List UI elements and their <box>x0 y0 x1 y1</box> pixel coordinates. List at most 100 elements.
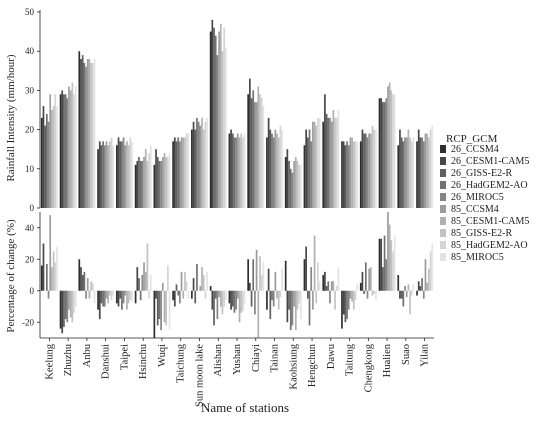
bottom-y-tick-label: -20 <box>22 317 34 327</box>
legend: RCP_GCM 26_CCSM426_CESM1-CAM526_GISS-E2-… <box>440 133 529 263</box>
bar-top-26_MIROC5-Danshui <box>103 145 106 208</box>
bar-bottom-85_HadGEM2-AO-Tainan <box>279 290 282 298</box>
bar-top-85_CESM1-CAM5-Anbu <box>88 59 91 208</box>
bar-top-26_MIROC5-Wuqi <box>160 160 162 208</box>
bar-top-85_GISS-E2-R-Hualien <box>390 90 393 208</box>
bar-bottom-85_CCSM4-Taichung <box>180 271 183 291</box>
bar-bottom-85_CCSM4-Hualien <box>387 212 389 291</box>
bar-bottom-85_GISS-E2-R-Chiayi <box>259 256 261 291</box>
bar-bottom-85_HadGEM2-AO-Chiayi <box>260 275 263 291</box>
bar-bottom-85_CESM1-CAM5-Keelung <box>51 267 53 291</box>
bar-top-85_HadGEM2-AO-Danshui <box>110 137 113 208</box>
bar-top-85_CCSM4-Danshui <box>105 141 108 208</box>
bar-top-26_MIROC5-Taitung <box>347 145 350 208</box>
bar-top-26_CCSM4-Danshui <box>97 149 99 208</box>
bar-top-26_GISS-E2-R-Dawu <box>325 113 328 208</box>
bar-top-85_HadGEM2-AO-Keelung <box>54 94 57 208</box>
bar-top-26_MIROC5-Chengkong <box>366 137 369 208</box>
station-label: Yushan <box>232 343 243 375</box>
bar-top-85_GISS-E2-R-Kaohsiung <box>296 160 299 208</box>
bar-top-26_HadGEM2-AO-Anbu <box>83 62 86 209</box>
bar-top-26_HadGEM2-AO-Hsinchu <box>139 160 142 208</box>
bar-top-26_HadGEM2-AO-Yilan <box>421 137 423 208</box>
bar-top-26_MIROC5-Hualien <box>385 98 388 208</box>
bar-bottom-26_CCSM4-Suao <box>397 275 400 291</box>
bar-top-26_GISS-E2-R-Yilan <box>419 137 422 208</box>
bar-bottom-85_MIROC5-Sun moon lake <box>206 271 208 291</box>
bar-top-85_CCSM4-Yushan <box>237 133 239 208</box>
bar-top-26_GISS-E2-R-Suao <box>400 137 403 208</box>
station-label: Alishan <box>213 343 224 376</box>
bar-bottom-26_HadGEM2-AO-Hualien <box>383 235 386 291</box>
bar-bottom-85_GISS-E2-R-Taichung <box>184 271 186 291</box>
bar-top-85_CESM1-CAM5-Hsinchu <box>144 149 147 208</box>
bar-top-26_HadGEM2-AO-Hualien <box>383 102 386 208</box>
bar-top-26_MIROC5-Dawu <box>329 117 331 208</box>
bar-bottom-85_GISS-E2-R-Yilan <box>428 268 430 291</box>
legend-entry: 85_MIROC5 <box>451 252 504 263</box>
bar-top-26_HadGEM2-AO-Suao <box>402 141 405 208</box>
bar-bottom-26_GISS-E2-R-Zhuzhu <box>63 290 65 327</box>
station-label: Danshui <box>101 344 112 379</box>
bar-bottom-85_CESM1-CAM5-Sun moon lake <box>201 267 203 291</box>
bar-top-26_HadGEM2-AO-Keelung <box>46 113 48 208</box>
bar-bottom-26_CCSM4-Yushan <box>228 290 231 304</box>
bar-bottom-26_GISS-E2-R-Chiayi <box>250 290 253 307</box>
legend-swatch <box>440 217 446 225</box>
bar-top-26_CCSM4-Taipei <box>115 145 118 208</box>
bar-bottom-85_CESM1-CAM5-Danshui <box>107 290 110 304</box>
bar-bottom-26_CESM1-CAM5-Anbu <box>80 267 82 291</box>
bar-bottom-26_CESM1-CAM5-Sun moon lake <box>192 278 195 291</box>
bar-bottom-85_CCSM4-Anbu <box>86 278 89 291</box>
bar-bottom-85_CESM1-CAM5-Kaohsiung <box>294 290 297 331</box>
bar-top-85_CESM1-CAM5-Taipei <box>126 141 128 208</box>
bar-top-85_MIROC5-Suao <box>412 137 415 208</box>
legend-entry: 26_CESM1-CAM5 <box>451 156 529 167</box>
bar-bottom-85_MIROC5-Chiayi <box>262 262 265 291</box>
bar-bottom-26_MIROC5-Danshui <box>103 290 106 307</box>
bar-bottom-85_GISS-E2-R-Hsinchu <box>146 243 149 291</box>
top-y-tick-label: 30 <box>25 85 35 95</box>
bar-top-85_MIROC5-Hengchun <box>318 117 321 208</box>
bar-bottom-26_CCSM4-Alishan <box>209 286 212 291</box>
station-label: Dawu <box>326 343 337 369</box>
bar-bottom-26_GISS-E2-R-Yilan <box>419 286 422 291</box>
bar-top-26_CCSM4-Taichung <box>172 141 174 208</box>
bar-bottom-26_MIROC5-Hualien <box>385 259 388 291</box>
bar-top-85_MIROC5-Taichung <box>187 133 190 208</box>
bar-bottom-26_GISS-E2-R-Taichung <box>175 284 178 291</box>
bar-top-85_CESM1-CAM5-Keelung <box>51 110 53 208</box>
bar-bottom-85_GISS-E2-R-Yushan <box>240 290 243 313</box>
legend-swatch <box>440 193 446 201</box>
bar-top-85_MIROC5-Kaohsiung <box>300 164 302 208</box>
bar-bottom-85_GISS-E2-R-Tainan <box>277 290 280 310</box>
bar-top-26_CESM1-CAM5-Hsinchu <box>136 160 139 208</box>
station-label: Suao <box>401 344 412 365</box>
bar-top-26_HadGEM2-AO-Taichung <box>177 137 180 208</box>
bar-top-26_GISS-E2-R-Anbu <box>81 55 84 209</box>
legend-swatch <box>440 145 446 153</box>
bar-bottom-85_MIROC5-Tainan <box>281 268 283 291</box>
bar-bottom-26_CESM1-CAM5-Yushan <box>230 290 232 310</box>
bar-bottom-85_HadGEM2-AO-Dawu <box>335 286 338 291</box>
bar-top-26_GISS-E2-R-Sun moon lake <box>194 129 197 208</box>
bar-bottom-85_CCSM4-Chiayi <box>255 249 258 291</box>
bar-bottom-26_CESM1-CAM5-Taichung <box>173 290 176 307</box>
bar-bottom-26_HadGEM2-AO-Taitung <box>346 290 348 320</box>
x-axis-title: Name of stations <box>201 400 289 415</box>
bar-top-85_CESM1-CAM5-Zhuzhu <box>69 90 72 208</box>
bar-top-85_GISS-E2-R-Chiayi <box>259 94 261 208</box>
station-label: Chiayi <box>251 344 262 372</box>
bar-bottom-26_HadGEM2-AO-Sun moon lake <box>196 263 198 291</box>
bar-bottom-85_CCSM4-Hengchun <box>312 290 314 310</box>
bar-top-26_CESM1-CAM5-Dawu <box>324 94 326 208</box>
bar-top-26_MIROC5-Sun moon lake <box>197 121 200 208</box>
bar-bottom-85_GISS-E2-R-Kaohsiung <box>296 290 299 310</box>
bar-bottom-26_CCSM4-Keelung <box>40 265 43 291</box>
bar-top-85_CCSM4-Taipei <box>124 145 127 208</box>
station-label: Hualien <box>382 343 393 377</box>
bar-top-85_MIROC5-Hualien <box>393 94 396 208</box>
bar-bottom-26_CCSM4-Yilan <box>416 290 418 296</box>
bottom-y-tick-label: 0 <box>30 286 35 296</box>
bar-top-26_CCSM4-Chiayi <box>247 94 250 208</box>
